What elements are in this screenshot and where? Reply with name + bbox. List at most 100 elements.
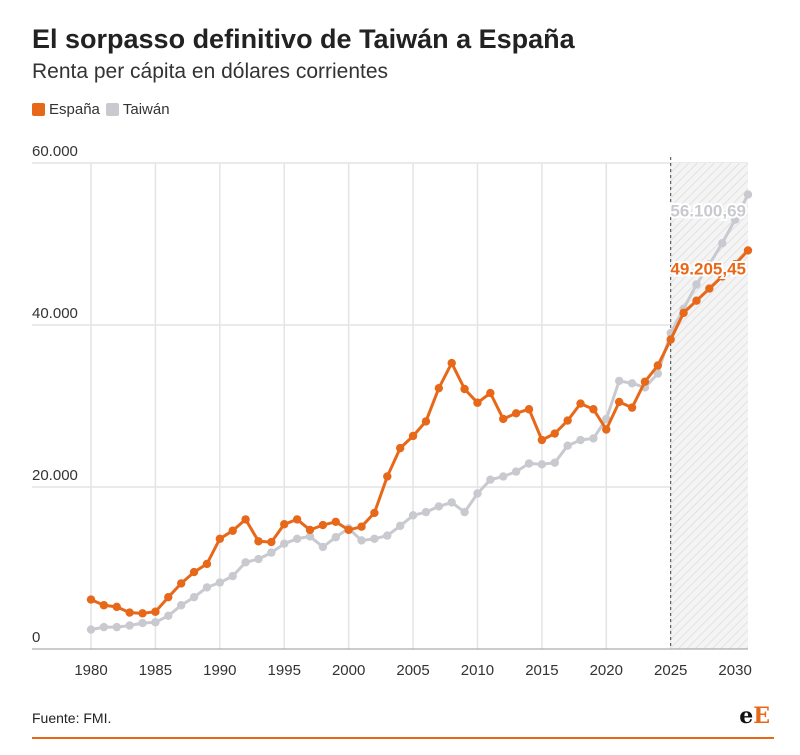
series bbox=[86, 190, 753, 634]
data-point-espana bbox=[370, 508, 379, 518]
chart-subtitle: Renta per cápita en dólares corrientes bbox=[32, 60, 389, 83]
data-point-espana bbox=[653, 361, 663, 370]
data-point-taiwan bbox=[228, 571, 237, 581]
data-point-taiwan bbox=[215, 578, 225, 587]
data-point-espana bbox=[730, 260, 740, 269]
data-point-taiwan bbox=[138, 618, 147, 628]
data-point-espana bbox=[666, 335, 675, 344]
data-point-espana bbox=[679, 308, 688, 318]
data-point-espana bbox=[499, 414, 508, 424]
data-point-espana bbox=[640, 377, 650, 386]
data-point-espana bbox=[241, 515, 250, 524]
data-point-espana bbox=[112, 602, 121, 612]
data-point-espana bbox=[138, 609, 147, 618]
data-point-taiwan bbox=[589, 434, 598, 443]
data-point-espana bbox=[486, 388, 495, 398]
data-point-taiwan bbox=[99, 622, 109, 632]
data-point-taiwan bbox=[602, 414, 611, 424]
data-point-espana bbox=[447, 358, 456, 368]
data-point-espana bbox=[602, 425, 611, 434]
data-point-espana bbox=[692, 296, 701, 305]
data-point-taiwan bbox=[499, 472, 508, 481]
data-point-taiwan bbox=[473, 489, 482, 498]
x-tick-label: 2000 bbox=[332, 662, 365, 675]
data-point-taiwan bbox=[434, 502, 444, 511]
data-point-espana bbox=[383, 472, 392, 481]
data-point-espana bbox=[164, 592, 173, 602]
data-point-taiwan bbox=[202, 583, 212, 592]
data-point-espana bbox=[151, 607, 160, 616]
end-label-taiwan: 56.100,69 bbox=[670, 202, 746, 221]
data-point-espana bbox=[705, 284, 714, 293]
y-tick-label: 20.000 bbox=[32, 467, 78, 484]
data-point-taiwan bbox=[395, 521, 405, 531]
data-point-espana bbox=[576, 399, 585, 408]
data-point-taiwan bbox=[370, 534, 379, 544]
forecast-shade bbox=[670, 163, 748, 649]
data-point-taiwan bbox=[537, 460, 547, 469]
data-point-taiwan bbox=[408, 511, 418, 520]
data-point-taiwan bbox=[189, 592, 199, 602]
data-point-taiwan bbox=[421, 507, 431, 517]
chart-title: El sorpasso definitivo de Taiwán a Españ… bbox=[32, 24, 575, 54]
legend-item-taiwan: Taiwán bbox=[105, 101, 170, 118]
data-point-espana bbox=[189, 567, 199, 577]
x-tick-label: 2005 bbox=[396, 662, 429, 675]
y-tick-label: 0 bbox=[32, 629, 40, 646]
line-chart: 0 20.000 40.000 60.000 1980 1985 1990 1995 2000 2… bbox=[32, 143, 753, 675]
x-tick-label: 1985 bbox=[139, 662, 172, 675]
data-point-espana bbox=[614, 397, 624, 407]
data-point-taiwan bbox=[357, 536, 366, 545]
data-point-espana bbox=[395, 443, 405, 453]
series-line-taiwan bbox=[90, 193, 750, 632]
data-point-taiwan bbox=[86, 625, 96, 634]
logo-letter-E: E bbox=[753, 703, 770, 729]
data-point-taiwan bbox=[653, 369, 663, 378]
data-point-taiwan bbox=[331, 533, 340, 542]
x-tick-label: 1990 bbox=[203, 662, 236, 675]
series-line-espana bbox=[90, 249, 750, 615]
data-point-taiwan bbox=[718, 238, 727, 248]
axes: 0 20.000 40.000 60.000 1980 1985 1990 1995 2000 2… bbox=[32, 143, 752, 675]
data-point-espana bbox=[86, 595, 96, 604]
data-point-taiwan bbox=[705, 260, 714, 269]
data-point-taiwan bbox=[730, 215, 740, 224]
data-point-taiwan bbox=[383, 531, 392, 540]
data-point-taiwan bbox=[563, 441, 572, 450]
data-point-espana bbox=[434, 383, 444, 393]
forecast-area bbox=[670, 157, 748, 649]
y-tick-label: 60.000 bbox=[32, 143, 78, 160]
data-point-espana bbox=[305, 525, 315, 535]
data-point-taiwan bbox=[524, 459, 534, 468]
data-point-taiwan bbox=[550, 458, 559, 467]
data-point-espana bbox=[460, 384, 469, 394]
data-point-espana bbox=[267, 537, 276, 547]
data-point-espana bbox=[228, 526, 237, 535]
data-point-taiwan bbox=[292, 534, 302, 544]
data-point-taiwan bbox=[280, 539, 289, 548]
publisher-logo: eE bbox=[739, 703, 770, 729]
data-point-espana bbox=[176, 579, 186, 588]
data-point-taiwan bbox=[241, 558, 250, 567]
grid bbox=[32, 162, 748, 649]
data-point-taiwan bbox=[743, 190, 753, 199]
data-point-taiwan bbox=[692, 280, 701, 289]
end-labels: 49.205,45 56.100,69 bbox=[668, 200, 748, 281]
x-tick-label: 1995 bbox=[268, 662, 301, 675]
data-point-taiwan bbox=[125, 621, 134, 630]
data-point-espana bbox=[254, 537, 263, 546]
data-point-espana bbox=[421, 417, 431, 426]
data-point-taiwan bbox=[460, 507, 469, 517]
data-point-espana bbox=[718, 272, 727, 281]
data-point-taiwan bbox=[576, 435, 585, 445]
x-tick-label: 2020 bbox=[590, 662, 623, 675]
x-tick-label: 2010 bbox=[461, 662, 494, 675]
data-point-espana bbox=[524, 405, 534, 414]
data-point-taiwan bbox=[486, 475, 495, 484]
data-point-espana bbox=[318, 520, 328, 530]
data-point-taiwan bbox=[305, 532, 315, 541]
legend-label-espana: España bbox=[49, 101, 100, 118]
data-point-espana bbox=[292, 515, 302, 524]
data-point-espana bbox=[589, 405, 598, 414]
data-point-taiwan bbox=[447, 498, 456, 507]
